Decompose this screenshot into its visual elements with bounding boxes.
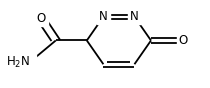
Text: O: O [178, 34, 188, 47]
Text: N: N [130, 10, 139, 23]
Text: H$_2$N: H$_2$N [6, 54, 30, 70]
Polygon shape [97, 10, 110, 24]
Text: N: N [99, 10, 108, 23]
Polygon shape [5, 55, 36, 69]
Polygon shape [128, 10, 141, 24]
Text: O: O [37, 12, 46, 25]
Polygon shape [35, 12, 48, 26]
Polygon shape [177, 33, 189, 48]
